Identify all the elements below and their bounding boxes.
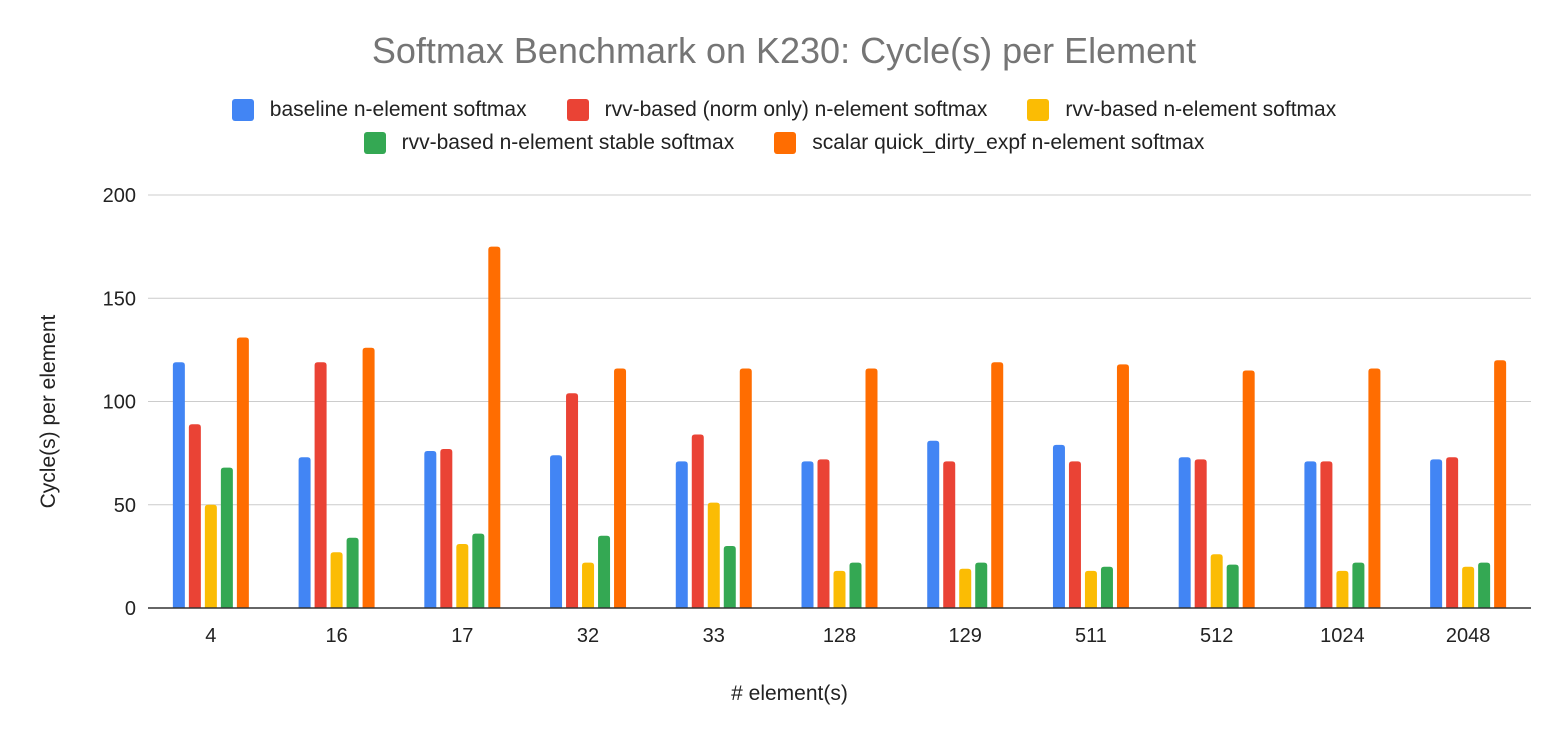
bar[interactable]: baseline n-element softmax @ 2048: 72 — [1430, 459, 1443, 608]
legend-swatch-scalar-expf — [774, 132, 797, 154]
bar[interactable]: scalar quick_dirty_expf n-element softma… — [614, 368, 627, 608]
legend-row-1: baseline n-element softmax rvv-based (no… — [0, 98, 1568, 122]
bar[interactable]: rvv-based n-element stable softmax @ 16:… — [346, 537, 359, 608]
bar[interactable]: rvv-based (norm only) n-element softmax … — [1194, 459, 1207, 608]
bar[interactable]: baseline n-element softmax @ 128: 71 — [801, 461, 814, 608]
x-tick-label: 32 — [577, 625, 599, 647]
bar[interactable]: rvv-based n-element softmax @ 128: 18 — [833, 570, 846, 608]
x-tick-label: 17 — [451, 625, 473, 647]
y-tick-label: 200 — [103, 185, 136, 207]
legend-label-rvv-stable: rvv-based n-element stable softmax — [401, 131, 735, 154]
bar[interactable]: rvv-based (norm only) n-element softmax … — [691, 434, 704, 608]
bar[interactable]: rvv-based n-element stable softmax @ 102… — [1352, 562, 1365, 608]
x-tick-label: 4 — [205, 625, 216, 647]
legend-swatch-rvv-stable — [363, 132, 386, 154]
bar[interactable]: scalar quick_dirty_expf n-element softma… — [1116, 364, 1129, 608]
bar[interactable]: rvv-based n-element softmax @ 511: 18 — [1084, 570, 1097, 608]
legend-item-scalar-expf[interactable]: scalar quick_dirty_expf n-element softma… — [774, 131, 1204, 155]
bar[interactable]: rvv-based n-element stable softmax @ 33:… — [723, 546, 736, 608]
legend-label-rvv-based: rvv-based n-element softmax — [1065, 98, 1337, 121]
y-tick-label: 150 — [103, 288, 136, 310]
x-tick-label: 1024 — [1320, 625, 1365, 647]
bar[interactable]: rvv-based n-element stable softmax @ 129… — [975, 562, 988, 608]
bar[interactable]: rvv-based (norm only) n-element softmax … — [440, 448, 453, 608]
bar[interactable]: rvv-based n-element softmax @ 4: 50 — [204, 504, 217, 608]
bar[interactable]: rvv-based n-element softmax @ 32: 22 — [582, 562, 595, 608]
bar[interactable]: rvv-based (norm only) n-element softmax … — [314, 362, 327, 608]
bar[interactable]: scalar quick_dirty_expf n-element softma… — [739, 368, 752, 608]
x-tick-label: 512 — [1200, 625, 1233, 647]
bar[interactable]: rvv-based n-element softmax @ 16: 27 — [330, 552, 343, 608]
legend-item-rvv-norm-only[interactable]: rvv-based (norm only) n-element softmax — [566, 98, 988, 122]
bar[interactable]: rvv-based (norm only) n-element softmax … — [1320, 461, 1333, 608]
bar[interactable]: scalar quick_dirty_expf n-element softma… — [1242, 370, 1255, 608]
bar[interactable]: rvv-based (norm only) n-element softmax … — [188, 424, 201, 608]
legend-swatch-rvv-based — [1027, 99, 1050, 121]
y-tick-labels: 0 50 100 150 200 — [103, 185, 136, 620]
x-tick-label: 2048 — [1446, 625, 1491, 647]
legend-label-baseline: baseline n-element softmax — [269, 98, 527, 121]
bar[interactable]: rvv-based n-element stable softmax @ 512… — [1226, 564, 1239, 608]
bar[interactable]: rvv-based n-element stable softmax @ 204… — [1478, 562, 1491, 608]
chart-title: Softmax Benchmark on K230: Cycle(s) per … — [371, 30, 1197, 71]
legend-item-rvv-based[interactable]: rvv-based n-element softmax — [1027, 98, 1336, 122]
legend-label-scalar-expf: scalar quick_dirty_expf n-element softma… — [812, 131, 1205, 154]
bar[interactable]: baseline n-element softmax @ 511: 79 — [1052, 444, 1065, 608]
bar[interactable]: rvv-based (norm only) n-element softmax … — [1068, 461, 1081, 608]
legend-label-rvv-norm-only: rvv-based (norm only) n-element softmax — [604, 98, 988, 121]
bar[interactable]: rvv-based n-element softmax @ 1024: 18 — [1336, 570, 1349, 608]
y-tick-label: 50 — [114, 495, 136, 517]
x-tick-label: 16 — [325, 625, 347, 647]
bar[interactable]: rvv-based (norm only) n-element softmax … — [943, 461, 956, 608]
y-tick-label: 100 — [103, 392, 136, 414]
x-tick-label: 511 — [1075, 625, 1107, 647]
bar[interactable]: baseline n-element softmax @ 1024: 71 — [1304, 461, 1317, 608]
legend-row-2: rvv-based n-element stable softmax scala… — [0, 131, 1568, 155]
bar[interactable]: rvv-based n-element stable softmax @ 17:… — [472, 533, 485, 608]
legend-item-rvv-stable[interactable]: rvv-based n-element stable softmax — [363, 131, 735, 155]
bar[interactable]: scalar quick_dirty_expf n-element softma… — [1494, 360, 1507, 608]
legend-item-baseline[interactable]: baseline n-element softmax — [231, 98, 527, 122]
bar[interactable]: rvv-based n-element softmax @ 129: 19 — [959, 568, 972, 608]
legend-swatch-rvv-norm-only — [566, 99, 589, 121]
bar[interactable]: rvv-based (norm only) n-element softmax … — [566, 393, 579, 608]
bar[interactable]: scalar quick_dirty_expf n-element softma… — [1368, 368, 1381, 608]
grid-lines — [148, 194, 1531, 506]
y-axis-title: Cycle(s) per element — [37, 314, 60, 508]
y-tick-label: 0 — [125, 598, 136, 620]
bar[interactable]: rvv-based (norm only) n-element softmax … — [817, 459, 830, 608]
bar[interactable]: rvv-based n-element softmax @ 33: 51 — [707, 502, 720, 608]
bar[interactable]: baseline n-element softmax @ 32: 74 — [550, 455, 563, 608]
bar[interactable]: baseline n-element softmax @ 4: 119 — [172, 362, 185, 608]
bar[interactable]: rvv-based n-element softmax @ 2048: 20 — [1462, 566, 1475, 608]
bar[interactable]: rvv-based n-element softmax @ 17: 31 — [456, 543, 469, 608]
bar[interactable]: baseline n-element softmax @ 17: 76 — [424, 451, 437, 608]
x-axis-title: # element(s) — [731, 682, 848, 705]
bar[interactable]: baseline n-element softmax @ 16: 73 — [298, 457, 311, 608]
bar[interactable]: rvv-based n-element softmax @ 512: 26 — [1210, 554, 1223, 608]
bar[interactable]: rvv-based (norm only) n-element softmax … — [1446, 457, 1459, 608]
x-tick-labels: 4 16 17 32 33 128 129 511 512 1024 2048 — [205, 625, 1490, 647]
bar[interactable]: scalar quick_dirty_expf n-element softma… — [488, 246, 501, 608]
bar[interactable]: baseline n-element softmax @ 512: 73 — [1178, 457, 1191, 608]
bar[interactable]: rvv-based n-element stable softmax @ 32:… — [598, 535, 611, 608]
x-tick-label: 129 — [949, 625, 982, 647]
bar[interactable]: rvv-based n-element stable softmax @ 128… — [849, 562, 862, 608]
bars: baseline n-element softmax @ 4: 119rvv-b… — [172, 246, 1507, 608]
bar[interactable]: rvv-based n-element stable softmax @ 511… — [1100, 566, 1113, 608]
x-tick-label: 128 — [823, 625, 856, 647]
bar[interactable]: rvv-based n-element stable softmax @ 4: … — [220, 467, 233, 608]
bar[interactable]: scalar quick_dirty_expf n-element softma… — [236, 337, 249, 608]
bar[interactable]: scalar quick_dirty_expf n-element softma… — [991, 362, 1004, 608]
bar[interactable]: baseline n-element softmax @ 129: 81 — [927, 440, 940, 608]
x-tick-label: 33 — [703, 625, 725, 647]
legend-swatch-baseline — [231, 99, 254, 121]
bar[interactable]: scalar quick_dirty_expf n-element softma… — [865, 368, 878, 608]
bar[interactable]: scalar quick_dirty_expf n-element softma… — [362, 347, 375, 608]
bar[interactable]: baseline n-element softmax @ 33: 71 — [675, 461, 688, 608]
